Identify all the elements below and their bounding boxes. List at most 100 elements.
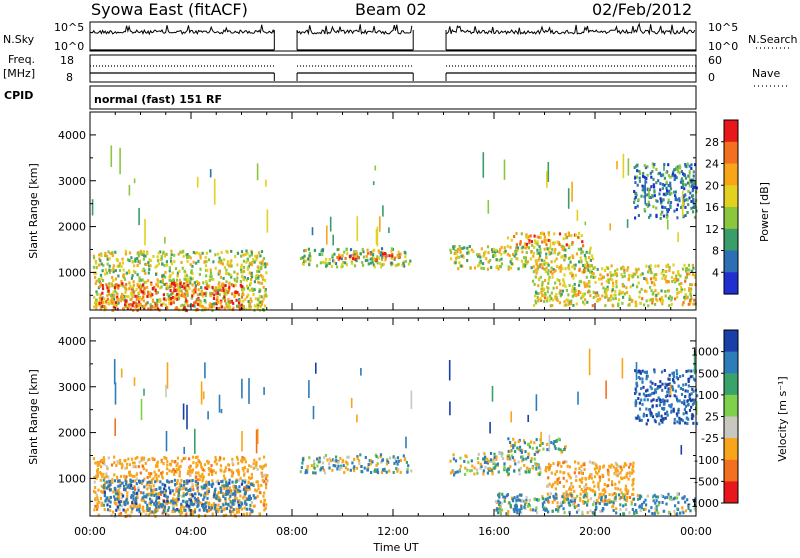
power-echo-1585 — [567, 302, 571, 306]
power-echo-145 — [220, 251, 223, 254]
velocity-echo-10 — [93, 489, 96, 493]
power-echo-755 — [170, 284, 173, 288]
velocity-echo-1227 — [355, 466, 358, 470]
velocity-echo-1333 — [473, 466, 476, 470]
velocity-echo-1157 — [383, 469, 386, 473]
velocity-echo-1105 — [406, 467, 409, 471]
velocity-echo-1514 — [557, 461, 560, 465]
velocity-echo-1230 — [339, 456, 342, 460]
power-echo-1948 — [539, 275, 542, 279]
power-echo-1950 — [611, 273, 614, 277]
power-echo-1118 — [407, 262, 411, 266]
power-echo-2128 — [645, 193, 648, 197]
velocity-echo-152 — [248, 487, 251, 491]
power-echo-723 — [207, 307, 210, 311]
power-echo-1618 — [564, 284, 567, 288]
velocity-echo-866 — [233, 492, 236, 496]
velocity-echo-1020 — [149, 480, 152, 484]
velocity-echo-1016 — [133, 492, 136, 496]
power-echo-2179 — [681, 179, 685, 183]
velocity-echo-2194 — [659, 418, 663, 422]
power-echo-2060 — [693, 215, 697, 219]
power-streak-57 — [609, 223, 611, 231]
power-echo-646 — [198, 273, 201, 276]
power-echo-1394 — [484, 250, 487, 254]
power-echo-653 — [166, 292, 169, 296]
velocity-echo-1701 — [614, 461, 617, 465]
velocity-echo-561 — [243, 506, 246, 510]
power-echo-986 — [162, 297, 166, 301]
power-echo-1833 — [667, 296, 670, 300]
velocity-echo-810 — [132, 490, 135, 494]
velocity-echo-24 — [129, 473, 132, 477]
velocity-echo-199 — [222, 474, 226, 478]
power-echo-346 — [170, 249, 173, 253]
power-echo-1332 — [589, 258, 592, 262]
velocity-streak-30 — [308, 380, 310, 398]
velocity-echo-985 — [188, 479, 191, 483]
velocity-echo-1337 — [507, 453, 510, 457]
velocity-echo-2079 — [645, 389, 648, 393]
velocity-echo-974 — [124, 479, 127, 483]
power-echo-1775 — [558, 301, 561, 305]
velocity-echo-284 — [160, 471, 163, 475]
velocity-echo-1334 — [482, 472, 485, 476]
power-echo-796 — [222, 286, 225, 290]
power-echo-1405 — [478, 261, 481, 265]
power-echo-2261 — [665, 180, 668, 184]
velocity-echo-2137 — [638, 418, 641, 422]
power-echo-401 — [161, 278, 164, 282]
power-echo-392 — [262, 262, 265, 266]
power-echo-688 — [208, 305, 212, 309]
velocity-streak-3 — [218, 394, 221, 413]
velocity-streak-5 — [182, 403, 185, 420]
power-echo-1296 — [507, 265, 510, 269]
power-echo-2114 — [633, 190, 636, 193]
velocity-echo-1043 — [244, 501, 247, 505]
velocity-echo-1242 — [366, 468, 369, 472]
power-echo-230 — [249, 281, 252, 285]
velocity-echo-1891 — [667, 492, 670, 496]
power-echo-522 — [230, 259, 233, 263]
velocity-echo-1060 — [206, 496, 209, 500]
velocity-echo-1358 — [539, 471, 542, 475]
power-echo-2136 — [653, 194, 656, 198]
velocity-echo-1239 — [399, 470, 402, 474]
power-echo-2104 — [675, 208, 678, 212]
velocity-echo-2148 — [635, 390, 638, 394]
power-echo-1579 — [584, 263, 587, 267]
power-echo-753 — [221, 282, 224, 286]
power-echo-2158 — [678, 197, 681, 201]
power-echo-789 — [181, 292, 184, 296]
velocity-echo-292 — [248, 512, 252, 516]
velocity-echo-2177 — [651, 381, 654, 385]
velocity-echo-1376 — [519, 466, 522, 470]
velocity-echo-681 — [264, 507, 267, 511]
power-echo-1904 — [635, 269, 638, 273]
power-echo-1530 — [539, 236, 542, 240]
power-echo-1351 — [533, 245, 536, 249]
velocity-echo-112 — [189, 464, 192, 468]
velocity-streak-46 — [202, 391, 205, 400]
power-echo-478 — [135, 288, 138, 292]
velocity-echo-1061 — [159, 480, 162, 484]
power-echo-863 — [183, 292, 186, 296]
power-echo-2003 — [652, 281, 655, 285]
power-echo-1595 — [604, 304, 607, 308]
power-echo-201 — [116, 264, 119, 268]
power-echo-1241 — [478, 253, 481, 257]
velocity-echo-1431 — [553, 444, 556, 448]
power-echo-1050 — [318, 252, 321, 256]
velocity-echo-1736 — [677, 492, 680, 496]
power-echo-1486 — [571, 242, 574, 246]
velocity-echo-1629 — [593, 475, 597, 479]
power-echo-1894 — [540, 287, 543, 291]
velocity-echo-1865 — [651, 512, 654, 515]
power-echo-1225 — [458, 245, 461, 248]
power-echo-1016 — [217, 286, 220, 290]
velocity-echo-1686 — [591, 488, 594, 492]
velocity-echo-2014 — [598, 492, 601, 496]
power-echo-229 — [138, 276, 141, 280]
power-echo-1477 — [553, 232, 556, 236]
velocity-echo-1279 — [494, 455, 497, 459]
